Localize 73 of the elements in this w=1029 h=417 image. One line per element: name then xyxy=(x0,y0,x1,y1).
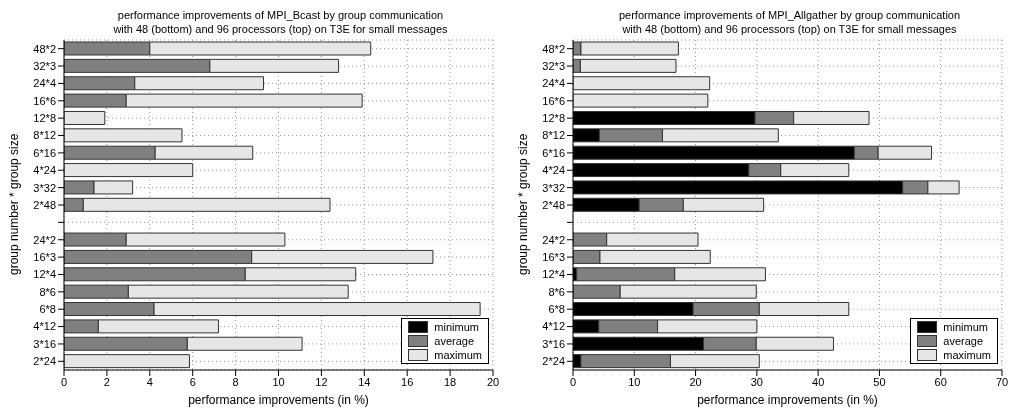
x-tick-label: 40 xyxy=(812,375,825,388)
y-axis-title: group number * group size xyxy=(516,133,531,275)
y-tick-label: 8*12 xyxy=(33,129,56,142)
x-tick-label: 16 xyxy=(401,375,414,388)
x-tick-label: 18 xyxy=(443,375,457,388)
y-tick-label: 32*3 xyxy=(542,59,565,72)
bar xyxy=(64,128,183,143)
y-tick-label: 12*4 xyxy=(542,268,565,281)
y-tick-label: 16*3 xyxy=(542,251,565,264)
y-tick-label: 6*8 xyxy=(548,303,565,316)
y-tick-label: 12*8 xyxy=(542,112,565,125)
x-tick-label: 10 xyxy=(628,375,641,388)
y-tick-label: 16*6 xyxy=(542,94,565,107)
y-tick-label: 2*24 xyxy=(33,355,56,368)
x-tick-label: 10 xyxy=(272,375,285,388)
x-tick-label: 14 xyxy=(358,375,371,388)
x-tick-label: 50 xyxy=(873,375,886,388)
bar xyxy=(573,76,711,91)
y-tick-label: 4*24 xyxy=(33,164,56,177)
y-tick-label: 48*2 xyxy=(542,42,565,55)
y-tick-label: 16*6 xyxy=(33,94,56,107)
y-tick-label: 4*24 xyxy=(542,164,565,177)
bar xyxy=(64,163,194,178)
y-tick-label: 6*8 xyxy=(39,303,56,316)
x-tick-label: 20 xyxy=(689,375,702,388)
y-tick-label: 4*12 xyxy=(542,320,565,333)
y-tick-label: 6*16 xyxy=(33,146,56,159)
x-tick-label: 2 xyxy=(103,375,110,388)
legend-label: minimum xyxy=(434,320,479,334)
y-tick-label: 4*12 xyxy=(33,320,56,333)
x-tick-label: 4 xyxy=(146,375,153,388)
x-tick-label: 30 xyxy=(750,375,763,388)
chart-title: performance improvements of MPI_Bcast by group communication with 48 (bottom) and 96 processors (top) on T3E for small messages xyxy=(112,8,449,37)
x-tick-label: 8 xyxy=(232,375,239,388)
y-tick-label: 3*16 xyxy=(33,337,56,350)
chart-title: performance improvements of MPI_Allgather by group communication with 48 (bottom) and 96 processors (top) on T3E for small messages xyxy=(617,8,962,37)
y-tick-label: 32*3 xyxy=(33,59,56,72)
bar xyxy=(573,93,709,108)
y-tick-label: 3*16 xyxy=(542,337,565,350)
x-tick-label: 20 xyxy=(486,375,500,388)
y-tick-label: 24*2 xyxy=(33,233,56,246)
legend-label: average xyxy=(943,334,984,348)
y-tick-label: 24*4 xyxy=(542,77,565,90)
x-tick-label: 6 xyxy=(189,375,196,388)
y-tick-label: 12*4 xyxy=(33,268,56,281)
y-tick-label: 8*12 xyxy=(542,129,565,142)
y-tick-label: 2*48 xyxy=(542,198,565,211)
y-tick-label: 3*32 xyxy=(542,181,565,194)
legend-label: maximum xyxy=(943,348,991,362)
x-tick-label: 60 xyxy=(934,375,947,388)
y-tick-label: 24*4 xyxy=(33,77,56,90)
y-axis-title: group number * group size xyxy=(7,133,22,275)
bar xyxy=(64,110,106,125)
x-tick-label: 0 xyxy=(60,375,68,388)
y-tick-label: 48*2 xyxy=(33,42,56,55)
bar xyxy=(64,354,190,369)
x-tick-label: 70 xyxy=(995,375,1009,388)
x-axis-title: performance improvements (in %) xyxy=(697,393,878,407)
y-tick-label: 3*32 xyxy=(33,181,56,194)
y-tick-label: 8*6 xyxy=(39,285,56,298)
y-tick-label: 12*8 xyxy=(33,112,56,125)
legend-label: maximum xyxy=(434,348,482,362)
x-tick-label: 0 xyxy=(569,375,577,388)
y-tick-label: 6*16 xyxy=(542,146,565,159)
legend-label: minimum xyxy=(943,320,988,334)
x-tick-label: 12 xyxy=(315,375,328,388)
y-tick-label: 2*48 xyxy=(33,198,56,211)
legend-label: average xyxy=(434,334,475,348)
y-tick-label: 16*3 xyxy=(33,251,56,264)
y-tick-label: 8*6 xyxy=(548,285,565,298)
y-tick-label: 24*2 xyxy=(542,233,565,246)
y-tick-label: 2*24 xyxy=(542,355,565,368)
x-axis-title: performance improvements (in %) xyxy=(188,393,369,407)
